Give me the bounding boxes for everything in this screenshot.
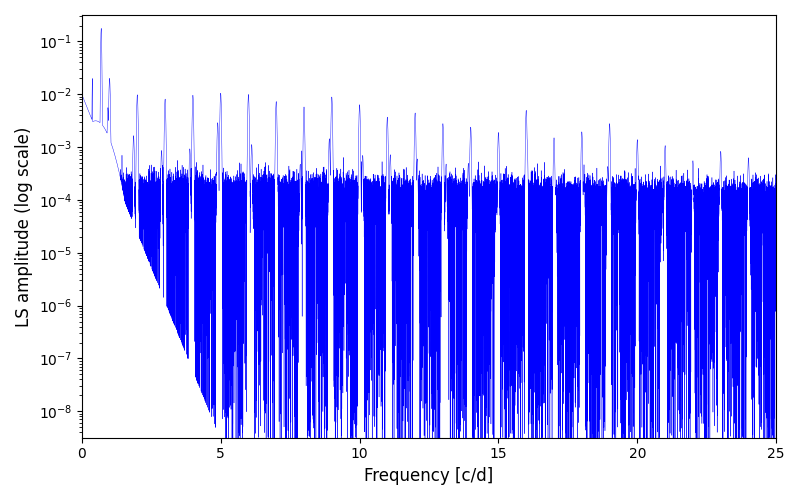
Y-axis label: LS amplitude (log scale): LS amplitude (log scale) xyxy=(15,126,33,326)
X-axis label: Frequency [c/d]: Frequency [c/d] xyxy=(364,467,494,485)
